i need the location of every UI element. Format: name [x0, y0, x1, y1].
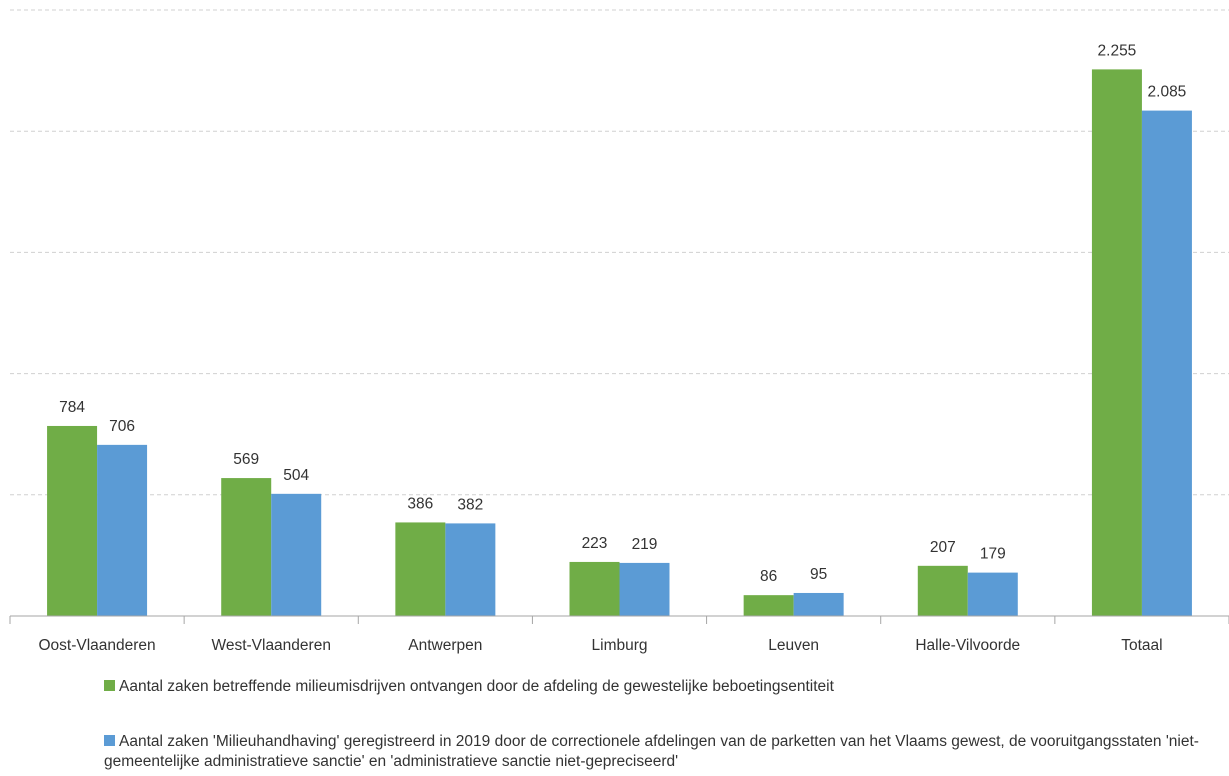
- x-tick-label: West-Vlaanderen: [211, 637, 330, 654]
- bar-blue: [967, 572, 1018, 616]
- legend-label-series-2: Aantal zaken 'Milieuhandhaving' geregist…: [104, 733, 1199, 770]
- data-label: 86: [760, 568, 777, 585]
- legend-swatch-green: [104, 680, 115, 691]
- bar-blue: [97, 444, 148, 616]
- data-label: 2.085: [1148, 84, 1187, 101]
- data-label: 179: [980, 546, 1006, 563]
- bar-green: [917, 565, 968, 616]
- bar-green: [1091, 69, 1142, 616]
- x-tick-label: Halle-Vilvoorde: [915, 637, 1020, 654]
- x-tick-label: Leuven: [768, 637, 819, 654]
- data-label: 504: [283, 467, 309, 484]
- legend-swatch-blue: [104, 735, 115, 746]
- bar-green: [47, 425, 98, 616]
- x-tick-label: Antwerpen: [408, 637, 482, 654]
- bar-blue: [271, 493, 322, 616]
- data-label: 95: [810, 566, 827, 583]
- gridlines: [10, 9, 1229, 496]
- legend-label-series-1: Aantal zaken betreffende milieumisdrijve…: [119, 678, 834, 695]
- bars: [47, 69, 1192, 616]
- bar-green: [221, 478, 272, 616]
- bar-green: [395, 522, 446, 616]
- data-label: 784: [59, 399, 85, 416]
- bar-chart: 784 706 569 504 386 382 223 219 86 95 207 179 2.255 2…: [9, 9, 1229, 654]
- data-label: 207: [930, 539, 956, 556]
- bar-blue: [619, 562, 670, 616]
- bar-green: [569, 561, 620, 616]
- data-label: 2.255: [1098, 42, 1137, 59]
- x-tick-label: Limburg: [592, 637, 648, 654]
- data-label: 219: [632, 536, 658, 553]
- data-label: 706: [109, 418, 135, 435]
- data-label: 386: [407, 495, 433, 512]
- data-label: 382: [457, 496, 483, 513]
- legend-item-series-2: Aantal zaken 'Milieuhandhaving' geregist…: [104, 732, 1224, 772]
- data-label: 223: [582, 535, 608, 552]
- bar-blue: [793, 592, 844, 616]
- bar-blue: [1141, 110, 1192, 616]
- value-labels: 784 706 569 504 386 382 223 219 86 95 207 179 2.255 2…: [59, 42, 1186, 585]
- bar-blue: [445, 523, 496, 616]
- bar-green: [743, 595, 794, 616]
- x-tick-label: Oost-Vlaanderen: [38, 637, 155, 654]
- x-axis: Oost-Vlaanderen West-Vlaanderen Antwerpen L…: [9, 615, 1229, 654]
- x-tick-label: Totaal: [1121, 637, 1162, 654]
- data-label: 569: [233, 451, 259, 468]
- legend-item-series-1: Aantal zaken betreffende milieumisdrijve…: [104, 677, 834, 697]
